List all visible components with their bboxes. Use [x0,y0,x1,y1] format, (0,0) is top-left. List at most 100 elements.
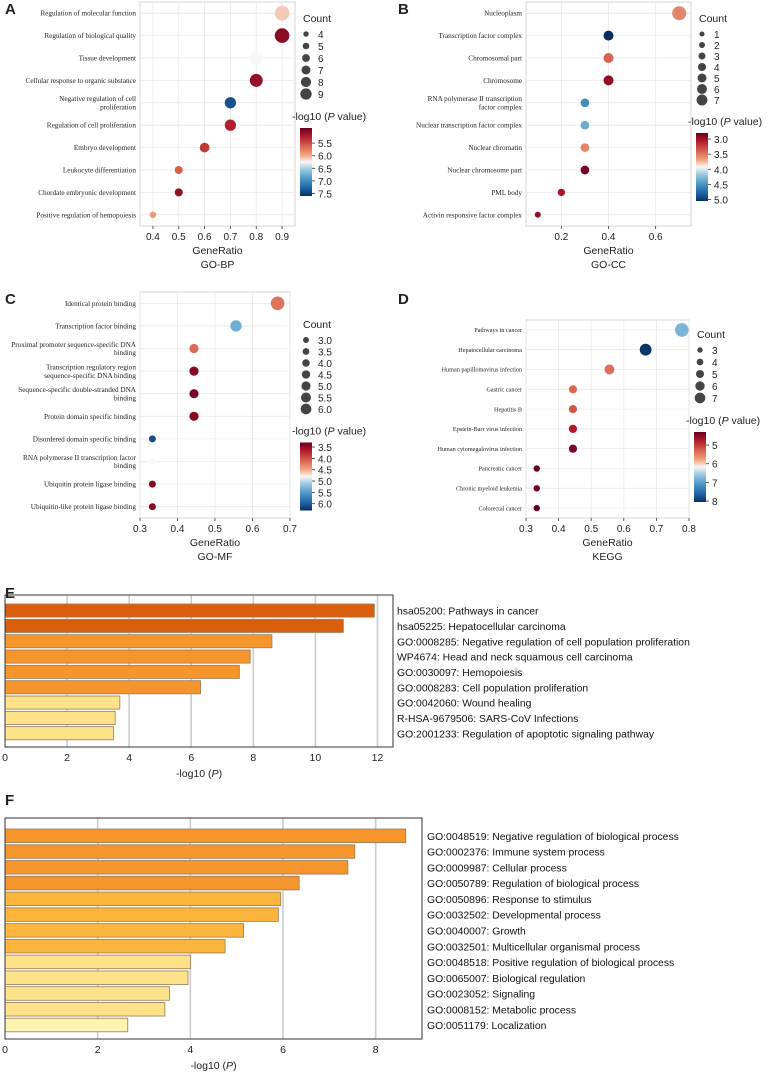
plot-frame [4,817,423,1040]
x-tick-label: 4 [187,1044,193,1056]
color-legend-tick-label: 5.0 [318,477,332,488]
color-legend-title: -log10 (P value) [686,415,760,427]
size-legend-value: 8 [318,78,324,89]
color-legend-tick-label: 4.5 [318,466,332,477]
x-axis-label: GeneRatio [190,537,240,549]
term-label-line: sequence-specific DNA binding [44,372,136,380]
color-legend-title: -log10 (P value) [688,116,762,128]
x-tick-label: 0.4 [171,524,185,535]
term-label: Positive regulation of hemopoiesis [36,211,136,219]
panel-label: C [5,291,16,308]
bar [4,907,279,922]
panel-subtitle: GO-MF [198,551,233,563]
x-tick-label: 0.3 [519,524,533,535]
x-tick-label: 0.5 [584,524,598,535]
data-point [533,485,540,492]
bar [4,695,121,710]
size-legend-dot [303,31,309,37]
size-legend-value: 4 [318,30,324,41]
color-legend-tick-label: 8 [712,497,718,508]
data-point [224,119,237,131]
bar [4,618,344,633]
size-legend-dot [695,369,705,379]
data-point [249,51,263,65]
panel-subtitle: GO-BP [201,259,235,271]
data-point [568,405,578,414]
category-label: GO:0065007: Biological regulation [427,974,585,985]
data-point [174,165,183,175]
bar [4,1002,166,1017]
category-label: GO:0002376: Immune system process [427,848,605,859]
panel-subtitle: GO-CC [591,259,626,271]
color-legend-tick-label: 4.0 [318,454,332,465]
x-tick-label: 6 [188,752,194,764]
term-label-line: RNA polymerase II transcription [428,95,523,103]
category-label: GO:0051179: Localization [427,1021,547,1032]
category-label: GO:0040007: Growth [427,927,526,938]
x-tick-label: 2 [64,752,70,764]
size-legend-title: Count [303,13,331,25]
size-legend-value: 6 [712,382,718,393]
plot-frame [525,319,690,519]
color-legend-title-suffix: value) [335,111,367,123]
x-axis-label-italic: P [212,768,219,780]
color-legend-title-suffix: value) [729,415,761,427]
x-axis-label: -log10 (P) [176,768,222,780]
term-label: Ubiquitin-like protein ligase binding [31,503,137,511]
color-legend-title-italic: P [328,426,335,438]
term-label: Chromosomal part [468,55,522,63]
term-label: Nuclear transcription factor complex [416,122,522,130]
size-legend-dot [698,63,706,71]
category-label: hsa05200: Pathways in cancer [397,607,539,618]
term-label: Cellular response to organic substance [26,77,136,85]
color-legend-title-prefix: -log10 ( [292,426,328,438]
size-legend-value: 4 [714,63,720,74]
bar [4,603,375,618]
term-label-line: proliferation [100,104,136,112]
panel-subtitle: KEGG [592,551,622,563]
term-label: Disordered domain specific binding [33,435,137,443]
size-legend-value: 3.5 [318,348,332,359]
x-tick-label: 0.4 [602,232,616,243]
category-label: GO:2001233: Regulation of apoptotic sign… [397,729,655,740]
size-legend-dot [697,84,707,94]
size-legend-dot [303,337,309,343]
data-point [603,75,614,86]
panel-label: D [398,291,409,308]
term-label: Nuclear chromosome part [447,167,522,175]
color-legend-tick-label: 7.0 [318,177,332,188]
x-tick-label: 0.6 [246,524,260,535]
term-label: Regulation of molecular function [40,10,136,18]
term-label: Epstein-Barr virus infection [453,426,522,433]
size-legend-dot [696,358,704,366]
size-legend-value: 2 [714,41,720,52]
size-legend-dot [697,73,707,83]
color-legend-tick-label: 5.5 [318,488,332,499]
data-point [148,480,156,488]
category-label: GO:0050789: Regulation of biological pro… [427,879,639,890]
x-tick-label: 2 [95,1044,101,1056]
size-legend-dot [301,392,311,403]
term-label: Gastric cancer [486,386,522,393]
x-tick-label: 0.2 [554,232,568,243]
size-legend-dot [300,76,312,88]
term-label: Nucleoplasm [484,10,522,18]
color-legend-title-italic: P [328,111,335,123]
size-legend-dot [695,381,705,391]
color-legend-tick-label: 4.5 [714,180,728,191]
x-tick-label: 10 [310,752,322,764]
data-point [189,411,199,421]
term-label: Identical protein binding [65,300,136,308]
data-point [174,188,183,197]
size-legend-dot [696,94,708,106]
size-legend-value: 7 [714,96,720,107]
color-legend-tick-label: 5.5 [318,139,332,150]
term-label: Chordate embryonic development [38,189,136,197]
data-point [639,343,652,356]
term-label-line: Negative regulation of cell [59,95,136,103]
x-tick-label: 0.7 [649,524,663,535]
bar [4,986,170,1001]
color-legend-tick-label: 6 [712,460,718,471]
color-legend-title-italic: P [722,415,729,427]
